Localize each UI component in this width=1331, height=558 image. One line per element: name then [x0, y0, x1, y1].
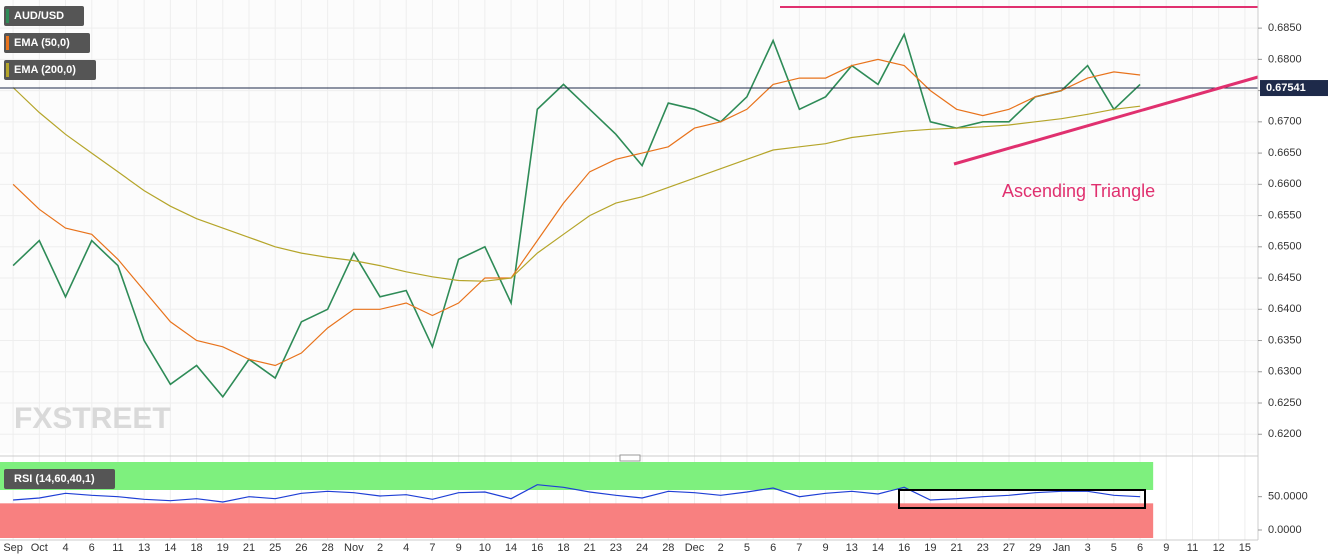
x-tick-label: 2: [718, 542, 724, 554]
x-tick-label: 13: [138, 542, 150, 554]
price-label-box: [1260, 80, 1328, 97]
x-tick-label: 23: [977, 542, 989, 554]
series-line: [13, 484, 1141, 503]
x-tick-label: 24: [636, 542, 648, 554]
y-tick-label: 0.6200: [1268, 428, 1302, 440]
x-tick-label: 19: [924, 542, 936, 554]
x-tick-label: 16: [898, 542, 910, 554]
x-tick-label: 16: [531, 542, 543, 554]
series-line: [12, 32, 1141, 399]
y-tick-label: 0.6500: [1268, 241, 1302, 253]
legend-box: [4, 6, 84, 26]
legend-text: EMA (200,0): [14, 64, 76, 76]
x-tick-label: 3: [1085, 542, 1091, 554]
x-tick-label: 26: [295, 542, 307, 554]
resize-handle[interactable]: [619, 454, 641, 462]
x-tick-label: 27: [1003, 542, 1015, 554]
x-tick-label: 5: [1111, 542, 1117, 554]
x-tick-label: 6: [89, 542, 95, 554]
x-tick-label: 21: [950, 542, 962, 554]
x-tick-label: 6: [770, 542, 776, 554]
y-tick-label: 0.6350: [1268, 334, 1302, 346]
x-tick-label: 14: [164, 542, 176, 554]
x-tick-label: 10: [479, 542, 491, 554]
x-tick-label: 29: [1029, 542, 1041, 554]
y-tick-label: 0.6700: [1268, 116, 1302, 128]
legend-box: [4, 60, 96, 80]
x-tick-label: 14: [872, 542, 884, 554]
upper-zone: [0, 462, 1154, 490]
x-tick-label: 9: [1163, 542, 1169, 554]
price-panel: [0, 0, 1258, 453]
y-tick-label: 0.6550: [1268, 209, 1302, 221]
y-tick-label: 0.0000: [1268, 524, 1302, 536]
x-tick-label: 4: [403, 542, 409, 554]
y-tick-label: 0.6650: [1268, 147, 1302, 159]
x-tick-label: 9: [456, 542, 462, 554]
legend-swatch: [6, 9, 9, 23]
y-tick-label: 0.6600: [1268, 178, 1302, 190]
y-tick-label: 0.6300: [1268, 366, 1302, 378]
price-label: 0.67541: [1266, 82, 1306, 94]
trend-line: [953, 75, 1259, 166]
x-tick-label: 11: [1187, 542, 1198, 554]
x-tick-label: Nov: [344, 542, 364, 554]
legend-text: RSI (14,60,40,1): [14, 473, 95, 485]
y-tick-label: 0.6450: [1268, 272, 1302, 284]
legend-text: EMA (50,0): [14, 37, 70, 49]
x-tick-label: Oct: [31, 542, 48, 554]
y-tick-label: 50.0000: [1268, 491, 1308, 503]
lower-zone: [0, 503, 1154, 538]
x-tick-label: 5: [744, 542, 750, 554]
legend: AUD/USD EMA (50,0) EMA (200,0) RSI (14,60,4…: [4, 6, 115, 489]
series-line: [12, 58, 1141, 367]
highlight-box: [898, 489, 1146, 509]
series-line: [12, 87, 1141, 282]
legend-box: [4, 33, 90, 53]
x-tick-label: 18: [557, 542, 569, 554]
legend-swatch: [6, 36, 9, 50]
x-tick-label: 6: [1137, 542, 1143, 554]
y-tick-label: 0.6400: [1268, 303, 1302, 315]
x-tick-label: 15: [1239, 542, 1251, 554]
x-tick-label: 4: [62, 542, 68, 554]
annotation: Ascending Triangle: [1002, 181, 1155, 201]
x-tick-label: Sep: [3, 542, 23, 554]
x-tick-label: Dec: [685, 542, 705, 554]
plot: [0, 32, 1258, 538]
x-tick-label: 23: [610, 542, 622, 554]
y-tick-label: 0.6250: [1268, 397, 1302, 409]
x-tick-label: Jan: [1053, 542, 1071, 554]
x-tick-label: 21: [584, 542, 596, 554]
x-tick-label: 7: [429, 542, 435, 554]
x-tick-label: 14: [505, 542, 517, 554]
x-tick-label: 18: [190, 542, 202, 554]
legend-swatch: [6, 63, 9, 77]
y-tick-label: 0.6800: [1268, 53, 1302, 65]
y-tick-label: 0.6850: [1268, 22, 1302, 34]
x-tick-label: 7: [796, 542, 802, 554]
x-tick-label: 2: [377, 542, 383, 554]
x-tick-label: 28: [662, 542, 674, 554]
x-tick-label: 13: [846, 542, 858, 554]
x-tick-label: 12: [1213, 542, 1225, 554]
x-tick-label: 28: [321, 542, 333, 554]
x-tick-label: 25: [269, 542, 281, 554]
x-tick-label: 11: [112, 542, 123, 554]
legend-box: [4, 469, 115, 489]
watermark: FXSTREET: [14, 402, 171, 435]
legend-text: AUD/USD: [14, 10, 64, 22]
x-tick-label: 21: [243, 542, 255, 554]
x-tick-label: 19: [217, 542, 229, 554]
x-tick-label: 9: [823, 542, 829, 554]
grid: [0, 0, 1258, 540]
